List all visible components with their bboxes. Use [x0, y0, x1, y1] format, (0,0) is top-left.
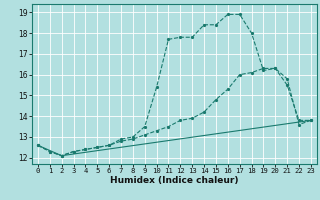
X-axis label: Humidex (Indice chaleur): Humidex (Indice chaleur) — [110, 176, 239, 185]
